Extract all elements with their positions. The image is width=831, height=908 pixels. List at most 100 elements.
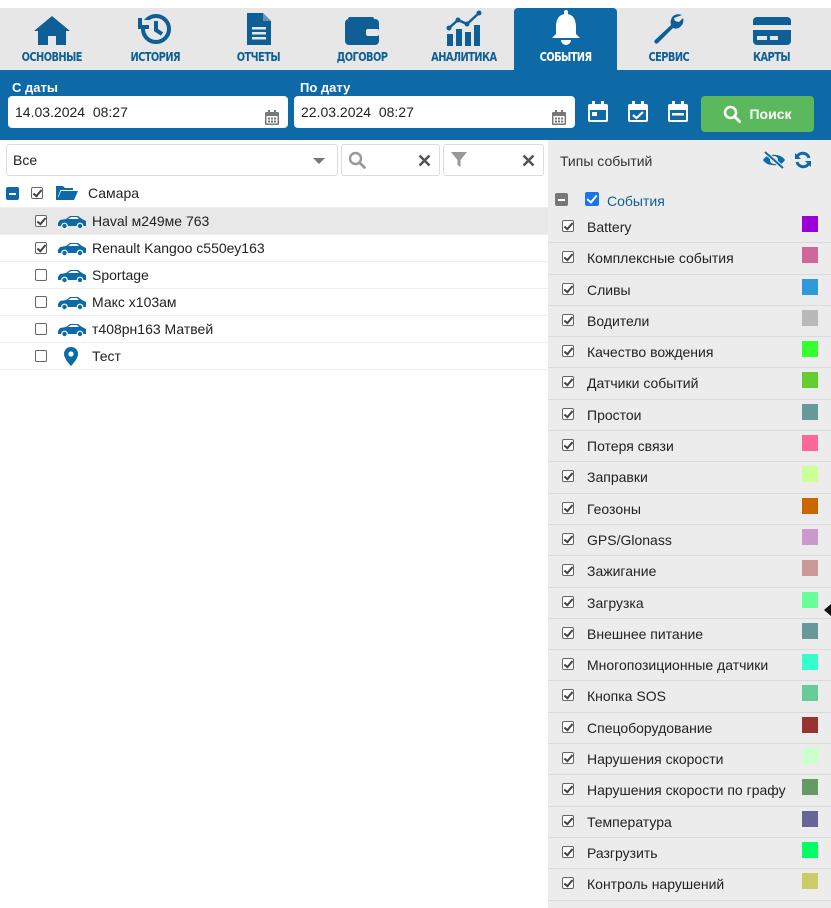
event-type-row[interactable]: Водители: [548, 306, 831, 338]
tree-item[interactable]: Renault Kangoo с550еу163: [0, 235, 548, 262]
event-color-swatch[interactable]: [802, 403, 818, 420]
event-color-swatch[interactable]: [802, 748, 818, 765]
clear-icon[interactable]: [522, 154, 535, 172]
event-type-row[interactable]: Заправки: [548, 462, 831, 494]
tree-item-checkbox[interactable]: [35, 242, 47, 254]
tab-istoriya[interactable]: ИСТОРИЯ: [103, 8, 207, 70]
event-type-row[interactable]: Контроль нарушений: [548, 869, 831, 901]
tab-otchety[interactable]: ОТЧЕТЫ: [207, 8, 310, 70]
refresh-icon[interactable]: [794, 151, 812, 174]
event-type-row[interactable]: Температура: [548, 807, 831, 838]
calendar-month-icon[interactable]: [667, 101, 689, 123]
event-type-checkbox[interactable]: [562, 689, 574, 702]
tree-item[interactable]: Макс х103ам: [0, 289, 548, 316]
tree-item[interactable]: Тест: [0, 343, 548, 370]
event-color-swatch[interactable]: [802, 466, 818, 483]
tab-karty[interactable]: КАРТЫ: [720, 8, 823, 70]
filter-input[interactable]: [443, 144, 544, 176]
event-color-swatch[interactable]: [802, 560, 818, 577]
event-color-swatch[interactable]: [802, 810, 818, 827]
calendar-icon[interactable]: [551, 105, 567, 137]
to-date-input[interactable]: 22.03.2024 08:27: [294, 96, 575, 128]
calendar-day-icon[interactable]: [587, 101, 609, 123]
event-type-checkbox[interactable]: [562, 720, 574, 733]
event-color-swatch[interactable]: [802, 528, 818, 545]
panel-collapse-handle[interactable]: [824, 604, 831, 616]
event-type-row[interactable]: Многопозиционные датчики: [548, 650, 831, 682]
tree-item-checkbox[interactable]: [35, 350, 47, 362]
event-type-row[interactable]: GPS/Glonass: [548, 525, 831, 557]
tree-group-row[interactable]: Самара: [0, 181, 548, 208]
event-color-swatch[interactable]: [802, 497, 818, 514]
event-type-checkbox[interactable]: [562, 470, 574, 483]
event-type-row[interactable]: Комплексные события: [548, 243, 831, 275]
search-button[interactable]: Поиск: [701, 96, 814, 132]
event-type-checkbox[interactable]: [562, 658, 574, 671]
clear-icon[interactable]: [418, 154, 431, 172]
event-color-swatch[interactable]: [802, 341, 818, 358]
group-checkbox[interactable]: [31, 187, 43, 199]
tree-item[interactable]: т408рн163 Матвей: [0, 316, 548, 343]
events-root-checkbox[interactable]: [585, 192, 599, 206]
event-color-swatch[interactable]: [802, 622, 818, 639]
tab-servis[interactable]: СЕРВИС: [617, 8, 720, 70]
event-color-swatch[interactable]: [802, 216, 818, 232]
tree-item-checkbox[interactable]: [35, 269, 47, 281]
event-type-checkbox[interactable]: [562, 626, 574, 639]
collapse-icon[interactable]: [6, 187, 19, 200]
event-color-swatch[interactable]: [802, 873, 818, 890]
event-color-swatch[interactable]: [802, 716, 818, 733]
event-type-row[interactable]: Потеря связи: [548, 431, 831, 463]
event-type-checkbox[interactable]: [562, 282, 574, 295]
tree-item-checkbox[interactable]: [35, 323, 47, 335]
event-color-swatch[interactable]: [802, 779, 818, 796]
event-type-row[interactable]: Нарушения скорости по графу: [548, 775, 831, 807]
tree-item-checkbox[interactable]: [35, 215, 47, 227]
event-type-checkbox[interactable]: [562, 564, 574, 577]
tab-osnovnye[interactable]: ОСНОВНЫЕ: [0, 8, 103, 70]
event-type-row[interactable]: Датчики событий: [548, 368, 831, 400]
tab-sobytiya[interactable]: СОБЫТИЯ: [514, 8, 617, 70]
tree-item[interactable]: Sportage: [0, 262, 548, 289]
tree-item[interactable]: Haval м249ме 763: [0, 208, 548, 235]
group-select[interactable]: Все: [6, 144, 338, 176]
event-type-checkbox[interactable]: [562, 845, 574, 858]
event-color-swatch[interactable]: [802, 372, 818, 389]
event-type-row[interactable]: Сливы: [548, 275, 831, 306]
from-date-input[interactable]: 14.03.2024 08:27: [8, 96, 288, 128]
event-color-swatch[interactable]: [802, 654, 818, 671]
event-type-row[interactable]: Battery: [548, 212, 831, 244]
event-type-checkbox[interactable]: [562, 532, 574, 545]
event-type-checkbox[interactable]: [562, 501, 574, 514]
event-type-row[interactable]: Геозоны: [548, 494, 831, 525]
events-root-row[interactable]: События: [548, 188, 831, 212]
event-type-row[interactable]: Спецоборудование: [548, 713, 831, 745]
event-type-checkbox[interactable]: [562, 783, 574, 796]
eye-slash-icon[interactable]: [762, 150, 786, 174]
event-color-swatch[interactable]: [802, 435, 818, 452]
tab-dogovor[interactable]: ДОГОВОР: [310, 8, 413, 70]
event-type-row[interactable]: Разгрузить: [548, 838, 831, 870]
calendar-icon[interactable]: [264, 105, 280, 137]
event-color-swatch[interactable]: [802, 247, 818, 264]
event-type-checkbox[interactable]: [562, 814, 574, 827]
search-input[interactable]: [341, 144, 440, 176]
event-type-row[interactable]: Внешнее питание: [548, 619, 831, 651]
event-type-row[interactable]: Зажигание: [548, 556, 831, 588]
event-color-swatch[interactable]: [802, 309, 818, 326]
calendar-check-icon[interactable]: [627, 101, 649, 123]
event-color-swatch[interactable]: [802, 278, 818, 295]
event-type-checkbox[interactable]: [562, 376, 574, 389]
event-color-swatch[interactable]: [802, 685, 818, 702]
event-type-checkbox[interactable]: [562, 407, 574, 420]
event-type-row[interactable]: Качество вождения: [548, 337, 831, 369]
event-type-checkbox[interactable]: [562, 595, 574, 608]
event-type-checkbox[interactable]: [562, 752, 574, 765]
event-type-checkbox[interactable]: [562, 220, 574, 232]
event-type-checkbox[interactable]: [562, 439, 574, 452]
event-type-row[interactable]: Кнопка SOS: [548, 681, 831, 713]
event-type-checkbox[interactable]: [562, 313, 574, 326]
event-color-swatch[interactable]: [802, 591, 818, 608]
event-type-checkbox[interactable]: [562, 877, 574, 890]
event-type-checkbox[interactable]: [562, 251, 574, 264]
